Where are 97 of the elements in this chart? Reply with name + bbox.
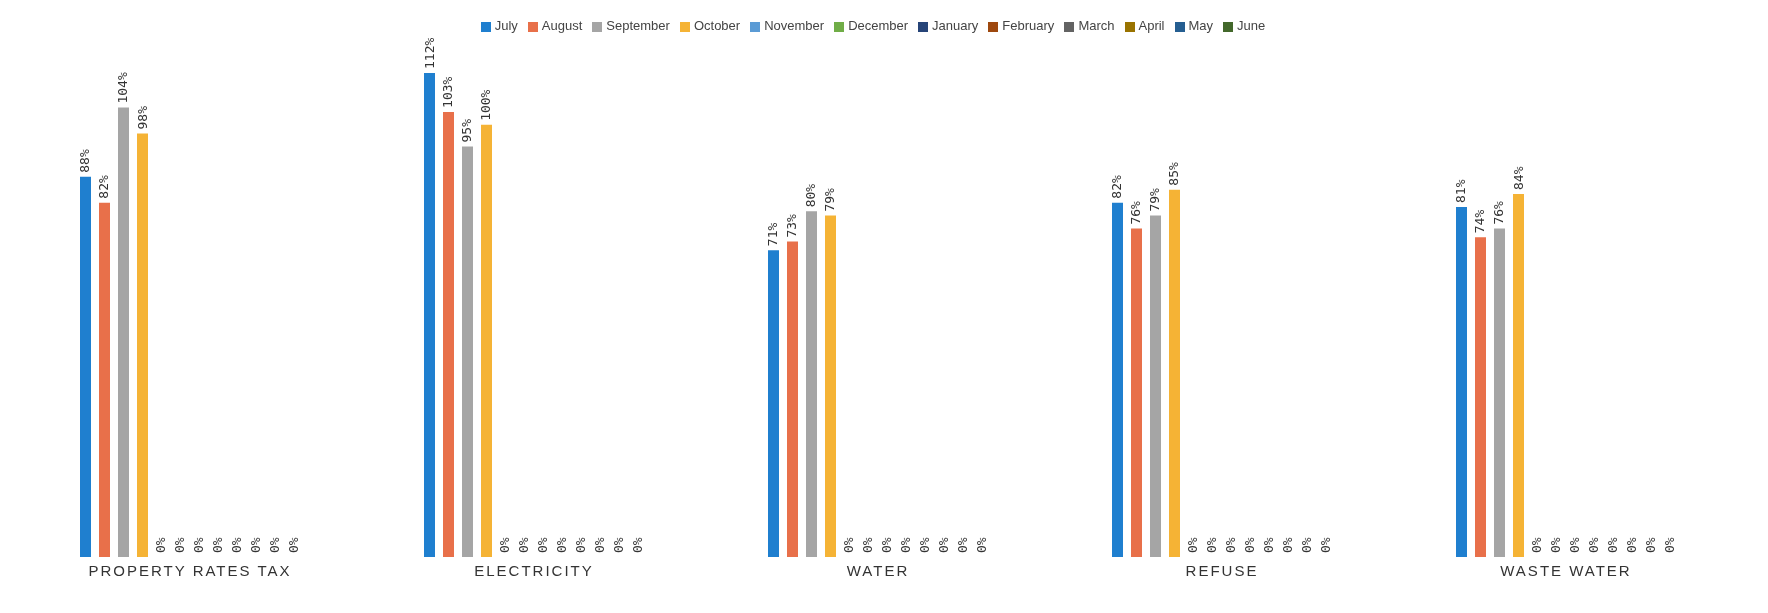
data-label: 0% <box>1261 537 1277 553</box>
legend-label: March <box>1078 18 1115 33</box>
data-label: 0% <box>1529 537 1545 553</box>
x-tick-label: WATER <box>846 561 910 579</box>
data-label: 73% <box>784 213 800 238</box>
legend-label: June <box>1237 18 1266 33</box>
data-label: 0% <box>1204 537 1220 553</box>
data-label: 0% <box>1280 537 1296 553</box>
bar <box>1169 189 1180 557</box>
data-label: 0% <box>248 537 264 553</box>
data-label: 0% <box>917 537 933 553</box>
bar <box>424 73 435 557</box>
data-label: 0% <box>1223 537 1239 553</box>
data-label: 0% <box>535 537 551 553</box>
bar <box>1513 194 1524 557</box>
data-label: 80% <box>803 183 819 208</box>
x-tick-label: WASTE WATER <box>1500 561 1632 579</box>
bar <box>118 107 129 557</box>
data-label: 81% <box>1453 179 1469 203</box>
data-label: 0% <box>879 537 895 553</box>
legend-label: July <box>494 18 518 33</box>
bar <box>1112 202 1123 557</box>
bar <box>825 215 836 557</box>
x-tick-label: ELECTRICITY <box>474 561 594 579</box>
data-label: 0% <box>592 537 608 553</box>
bar <box>806 211 817 557</box>
data-label: 82% <box>96 174 112 199</box>
legend-label: May <box>1188 18 1214 33</box>
data-label: 0% <box>516 537 532 553</box>
data-label: 0% <box>1586 537 1602 553</box>
data-label: 0% <box>1624 537 1640 553</box>
data-label: 0% <box>630 537 646 553</box>
data-label: 0% <box>1299 537 1315 553</box>
data-label: 100% <box>478 89 494 121</box>
data-label: 71% <box>765 222 781 247</box>
legend-label: April <box>1138 18 1165 33</box>
data-label: 79% <box>1147 187 1163 212</box>
data-label: 0% <box>1242 537 1258 553</box>
data-label: 0% <box>974 537 990 553</box>
data-label: 84% <box>1510 166 1526 190</box>
data-label: 0% <box>1548 537 1564 553</box>
x-tick-label: REFUSE <box>1185 561 1259 579</box>
x-tick-label: PROPERTY RATES TAX <box>88 561 292 579</box>
legend-label: December <box>848 18 909 33</box>
legend-label: August <box>541 18 583 33</box>
data-label: 0% <box>1643 537 1659 553</box>
data-label: 0% <box>554 537 570 553</box>
data-label: 0% <box>210 537 226 553</box>
data-label: 95% <box>459 118 475 143</box>
data-label: 0% <box>611 537 627 553</box>
data-label: 0% <box>841 537 857 553</box>
data-label: 82% <box>1109 174 1125 199</box>
data-label: 85% <box>1166 162 1182 186</box>
data-label: 0% <box>1318 537 1334 553</box>
data-label: 0% <box>1662 537 1678 553</box>
data-label: 0% <box>860 537 876 553</box>
bar <box>1150 215 1161 557</box>
legend-label: September <box>606 18 670 33</box>
data-label: 0% <box>172 537 188 553</box>
data-label: 0% <box>955 537 971 553</box>
data-label: 0% <box>898 537 914 553</box>
data-label: 0% <box>286 537 302 553</box>
bar <box>1456 206 1467 557</box>
data-label: 104% <box>115 72 131 104</box>
bar <box>1475 237 1486 557</box>
data-label: 0% <box>497 537 513 553</box>
bar <box>99 202 110 557</box>
bar <box>1131 228 1142 557</box>
bar <box>443 111 454 557</box>
data-label: 0% <box>1605 537 1621 553</box>
data-label: 0% <box>1567 537 1583 553</box>
legend-label: October <box>693 18 741 33</box>
data-label: 76% <box>1491 200 1507 225</box>
data-label: 103% <box>440 76 456 108</box>
legend-label: February <box>1002 18 1055 33</box>
data-label: 88% <box>77 149 93 173</box>
data-label: 0% <box>1185 537 1201 553</box>
data-label: 0% <box>229 537 245 553</box>
data-label: 79% <box>822 187 838 212</box>
data-label: 76% <box>1128 200 1144 225</box>
data-label: 0% <box>573 537 589 553</box>
legend-label: January <box>932 18 979 33</box>
bar <box>787 241 798 557</box>
data-label: 0% <box>267 537 283 553</box>
data-label: 74% <box>1472 209 1488 234</box>
bar <box>137 133 148 557</box>
bar <box>80 176 91 557</box>
bar <box>481 124 492 557</box>
data-label: 0% <box>153 537 169 553</box>
bar <box>768 250 779 557</box>
bar <box>462 146 473 557</box>
data-label: 0% <box>936 537 952 553</box>
data-label: 98% <box>134 105 150 130</box>
data-label: 112% <box>421 37 437 69</box>
data-label: 0% <box>191 537 207 553</box>
bar <box>1494 228 1505 557</box>
legend-label: November <box>764 18 825 33</box>
